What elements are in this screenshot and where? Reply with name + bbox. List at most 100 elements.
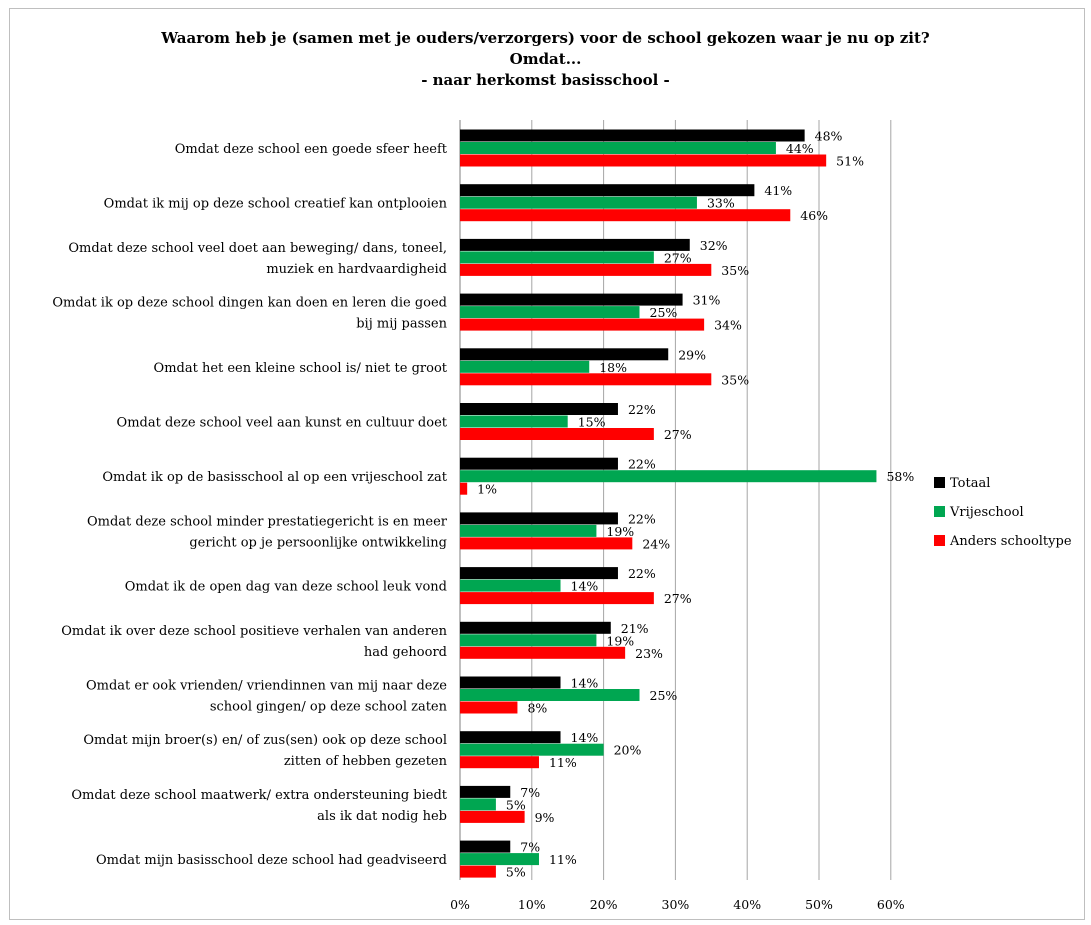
category-label-line: Omdat deze school minder prestatiegerich…	[87, 514, 448, 529]
data-label: 5%	[506, 797, 526, 812]
category-label-line: muziek en hardvaardigheid	[266, 262, 447, 277]
bar	[460, 154, 827, 167]
category-label-line: Omdat ik de open dag van deze school leu…	[125, 580, 447, 595]
category-label-line: als ik dat nodig heb	[317, 809, 447, 824]
bar	[460, 129, 805, 142]
bar	[460, 592, 654, 605]
bar	[460, 209, 791, 222]
category-label: Omdat deze school maatwerk/ extra onders…	[71, 788, 447, 824]
bar	[460, 263, 712, 276]
category-label-line: Omdat deze school maatwerk/ extra onders…	[71, 788, 447, 803]
chart-title-block: Waarom heb je (samen met je ouders/verzo…	[0, 28, 1091, 91]
data-label: 51%	[836, 154, 864, 169]
category-label-line: Omdat ik op de basisschool al op een vri…	[102, 470, 447, 485]
data-label: 25%	[650, 305, 678, 320]
data-label: 41%	[764, 183, 792, 198]
category-label-line: Omdat ik mij op deze school creatief kan…	[104, 197, 448, 212]
category-label: Omdat ik mij op deze school creatief kan…	[104, 197, 448, 212]
data-label: 15%	[578, 415, 606, 430]
bar	[460, 318, 705, 331]
category-label-line: bij mij passen	[356, 317, 447, 332]
bar	[460, 306, 640, 319]
category-label: Omdat mijn broer(s) en/ of zus(sen) ook …	[83, 733, 447, 769]
category-label: Omdat deze school veel doet aan beweging…	[68, 241, 447, 277]
bar	[460, 853, 539, 866]
category-label: Omdat deze school veel aan kunst en cult…	[117, 416, 448, 431]
bar	[460, 293, 683, 306]
data-label: 46%	[800, 208, 828, 223]
category-label: Omdat deze school minder prestatiegerich…	[87, 514, 448, 550]
bar	[460, 470, 877, 483]
x-tick-label: 20%	[590, 897, 618, 912]
data-label: 22%	[628, 402, 656, 417]
data-label: 24%	[642, 536, 670, 551]
category-label: Omdat er ook vrienden/ vriendinnen van m…	[86, 679, 448, 715]
data-label: 11%	[549, 755, 577, 770]
data-label: 19%	[606, 524, 634, 539]
category-label-line: Omdat er ook vrienden/ vriendinnen van m…	[86, 679, 447, 694]
data-label: 7%	[520, 840, 540, 855]
data-label: 19%	[606, 633, 634, 648]
bar	[460, 537, 633, 550]
x-tick-label: 0%	[450, 897, 470, 912]
category-label-line: school gingen/ op deze school zaten	[210, 700, 448, 715]
data-label: 18%	[599, 360, 627, 375]
bar	[460, 142, 776, 154]
bar	[460, 196, 697, 209]
bar	[460, 579, 561, 592]
bar	[460, 646, 626, 659]
data-label: 21%	[621, 621, 649, 636]
x-tick-label: 40%	[733, 897, 761, 912]
bar	[460, 457, 618, 470]
data-label: 1%	[477, 482, 497, 497]
legend-swatch	[934, 506, 945, 517]
category-label-line: had gehoord	[364, 645, 447, 660]
data-label: 27%	[664, 250, 692, 265]
data-label: 32%	[700, 238, 728, 253]
gridlines	[531, 120, 892, 880]
category-label: Omdat ik op deze school dingen kan doen …	[52, 296, 447, 332]
category-label: Omdat ik de open dag van deze school leu…	[125, 580, 447, 595]
bar	[460, 373, 712, 386]
bar	[460, 403, 618, 415]
data-label: 27%	[664, 591, 692, 606]
data-label: 25%	[650, 688, 678, 703]
data-label: 11%	[549, 852, 577, 867]
data-label: 14%	[571, 579, 599, 594]
x-tick-label: 60%	[877, 897, 905, 912]
bar	[460, 428, 654, 440]
bar	[460, 676, 561, 689]
data-label: 33%	[707, 196, 735, 211]
x-tick-label: 50%	[805, 897, 833, 912]
data-label: 34%	[714, 318, 742, 333]
data-label: 29%	[678, 347, 706, 362]
bar	[460, 482, 468, 495]
legend-swatch	[934, 535, 945, 546]
bar	[460, 840, 511, 853]
legend-label: Totaal	[950, 476, 990, 491]
x-axis-ticks: 0% 10% 20% 30% 40% 50% 60%	[450, 897, 905, 912]
category-label: Omdat deze school een goede sfeer heeft	[175, 142, 448, 157]
data-label: 23%	[635, 646, 663, 661]
category-label: Omdat ik op de basisschool al op een vri…	[102, 470, 447, 485]
x-tick-label: 10%	[518, 897, 546, 912]
category-label-line: Omdat deze school een goede sfeer heeft	[175, 142, 448, 157]
bar	[460, 512, 618, 525]
data-label: 31%	[693, 293, 721, 308]
category-label-line: Omdat ik over deze school positieve verh…	[61, 624, 447, 639]
data-label: 9%	[535, 810, 555, 825]
category-label-line: zitten of hebben gezeten	[284, 754, 448, 769]
category-label-line: Omdat mijn broer(s) en/ of zus(sen) ook …	[83, 733, 447, 748]
data-label: 20%	[614, 743, 642, 758]
bar	[460, 743, 604, 756]
data-label: 22%	[628, 457, 656, 472]
bar	[460, 634, 597, 647]
category-label: Omdat het een kleine school is/ niet te …	[154, 361, 448, 376]
bar	[460, 756, 539, 769]
bar	[460, 689, 640, 701]
data-label: 14%	[571, 676, 599, 691]
bar	[460, 238, 690, 251]
bar	[460, 810, 525, 823]
x-tick-label: 30%	[662, 897, 690, 912]
